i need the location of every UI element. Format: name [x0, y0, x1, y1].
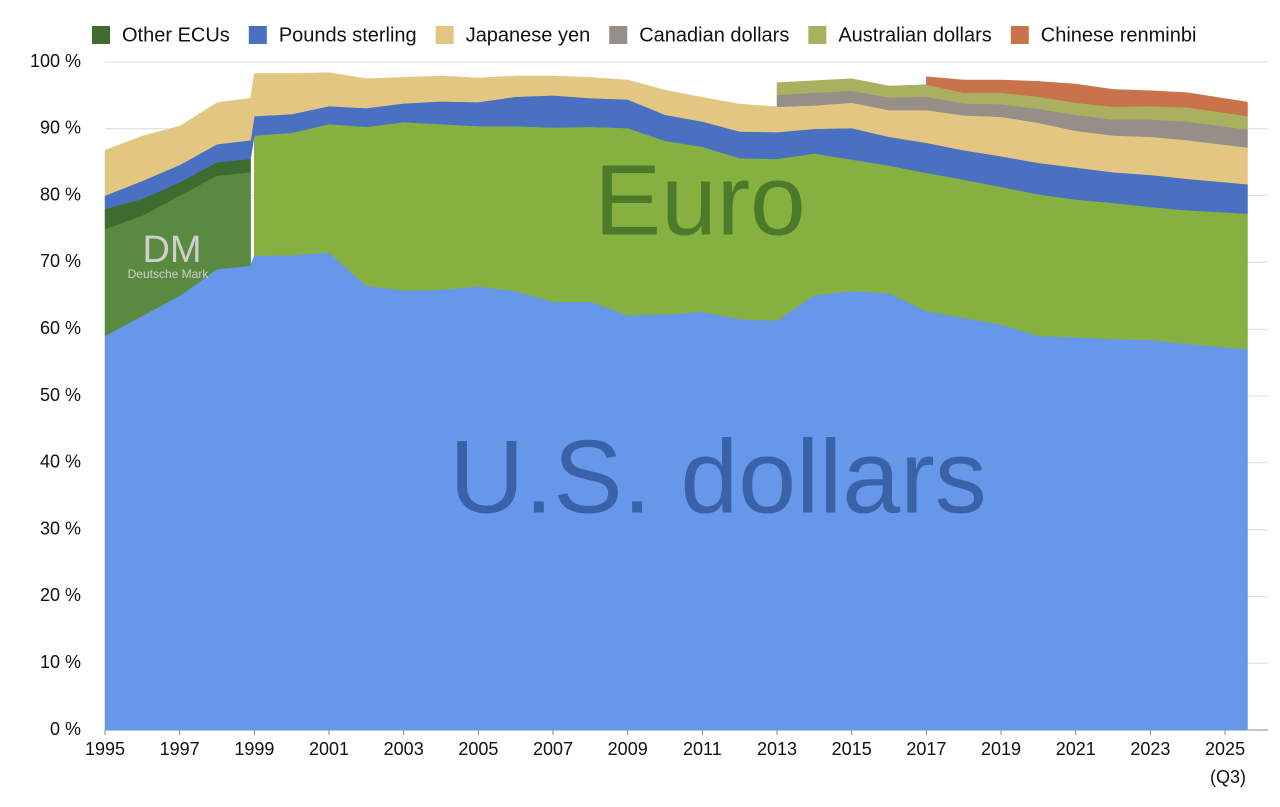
areas — [104, 72, 1248, 731]
y-tick-label: 90 % — [40, 118, 81, 138]
annotation: (Q3) — [1210, 767, 1246, 787]
y-tick-label: 70 % — [40, 251, 81, 271]
x-tick-label: 2003 — [384, 739, 424, 759]
area — [104, 72, 1248, 196]
y-tick-label: 0 % — [50, 719, 81, 739]
y-tick-label: 60 % — [40, 318, 81, 338]
legend-label: Japanese yen — [466, 24, 591, 46]
x-tick-label: 2015 — [832, 739, 872, 759]
legend-label: Pounds sterling — [279, 24, 417, 46]
series-label: Deutsche Mark — [128, 267, 210, 281]
y-tick-label: 10 % — [40, 652, 81, 672]
x-tick-label: 1999 — [234, 739, 274, 759]
y-tick-label: 20 % — [40, 585, 81, 605]
legend-swatch — [92, 26, 110, 44]
y-tick-label: 50 % — [40, 385, 81, 405]
series-label: Euro — [594, 144, 805, 256]
x-tick-label: 2021 — [1056, 739, 1096, 759]
y-tick-label: 80 % — [40, 184, 81, 204]
x-tick-label: 2019 — [981, 739, 1021, 759]
x-tick-label: 2009 — [608, 739, 648, 759]
legend-swatch — [435, 26, 454, 44]
x-tick-label: 1995 — [85, 739, 125, 759]
x-tick-label: 2005 — [458, 739, 498, 759]
x-tick-label: 2007 — [533, 739, 573, 759]
legend-swatch — [248, 26, 267, 44]
series-label: U.S. dollars — [449, 419, 987, 535]
area — [926, 76, 1248, 117]
x-tick-label: 2001 — [309, 739, 349, 759]
x-tick-label: 2017 — [906, 739, 946, 759]
legend-swatch — [808, 26, 827, 44]
legend-label: Canadian dollars — [639, 24, 789, 46]
y-tick-label: 40 % — [40, 452, 81, 472]
x-tick-label: 2023 — [1130, 739, 1170, 759]
annotation: DM — [142, 229, 201, 271]
y-tick-label: 100 % — [30, 51, 81, 71]
legend-label: Australian dollars — [838, 24, 991, 46]
legend-swatch — [609, 26, 628, 44]
legend-label: Chinese renminbi — [1041, 24, 1197, 46]
x-tick-label: 2025 — [1205, 739, 1245, 759]
x-tick-label: 2013 — [757, 739, 797, 759]
legend-label: Other ECUs — [122, 24, 230, 46]
legend-swatch — [1010, 26, 1029, 44]
x-tick-label: 1997 — [160, 739, 200, 759]
y-tick-label: 30 % — [40, 518, 81, 538]
x-tick-label: 2011 — [683, 739, 722, 759]
